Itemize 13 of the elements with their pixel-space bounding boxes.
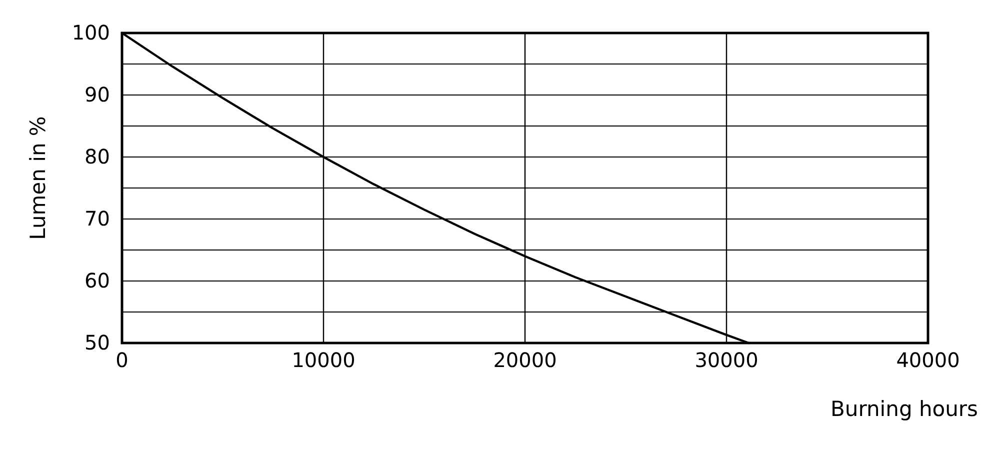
- x-tick-label: 40000: [896, 348, 960, 372]
- y-axis-title: Lumen in %: [26, 116, 50, 240]
- x-axis-title: Burning hours: [830, 397, 978, 421]
- y-tick-label: 80: [84, 144, 110, 168]
- y-tick-label: 60: [84, 268, 110, 292]
- y-tick-label: 70: [84, 206, 110, 230]
- x-tick-label: 0: [116, 348, 128, 372]
- y-tick-label: 90: [84, 82, 110, 106]
- y-tick-label: 50: [84, 330, 110, 354]
- x-tick-label: 20000: [493, 348, 557, 372]
- y-tick-label: 100: [72, 20, 110, 44]
- x-tick-label: 10000: [292, 348, 356, 372]
- x-tick-label: 30000: [694, 348, 758, 372]
